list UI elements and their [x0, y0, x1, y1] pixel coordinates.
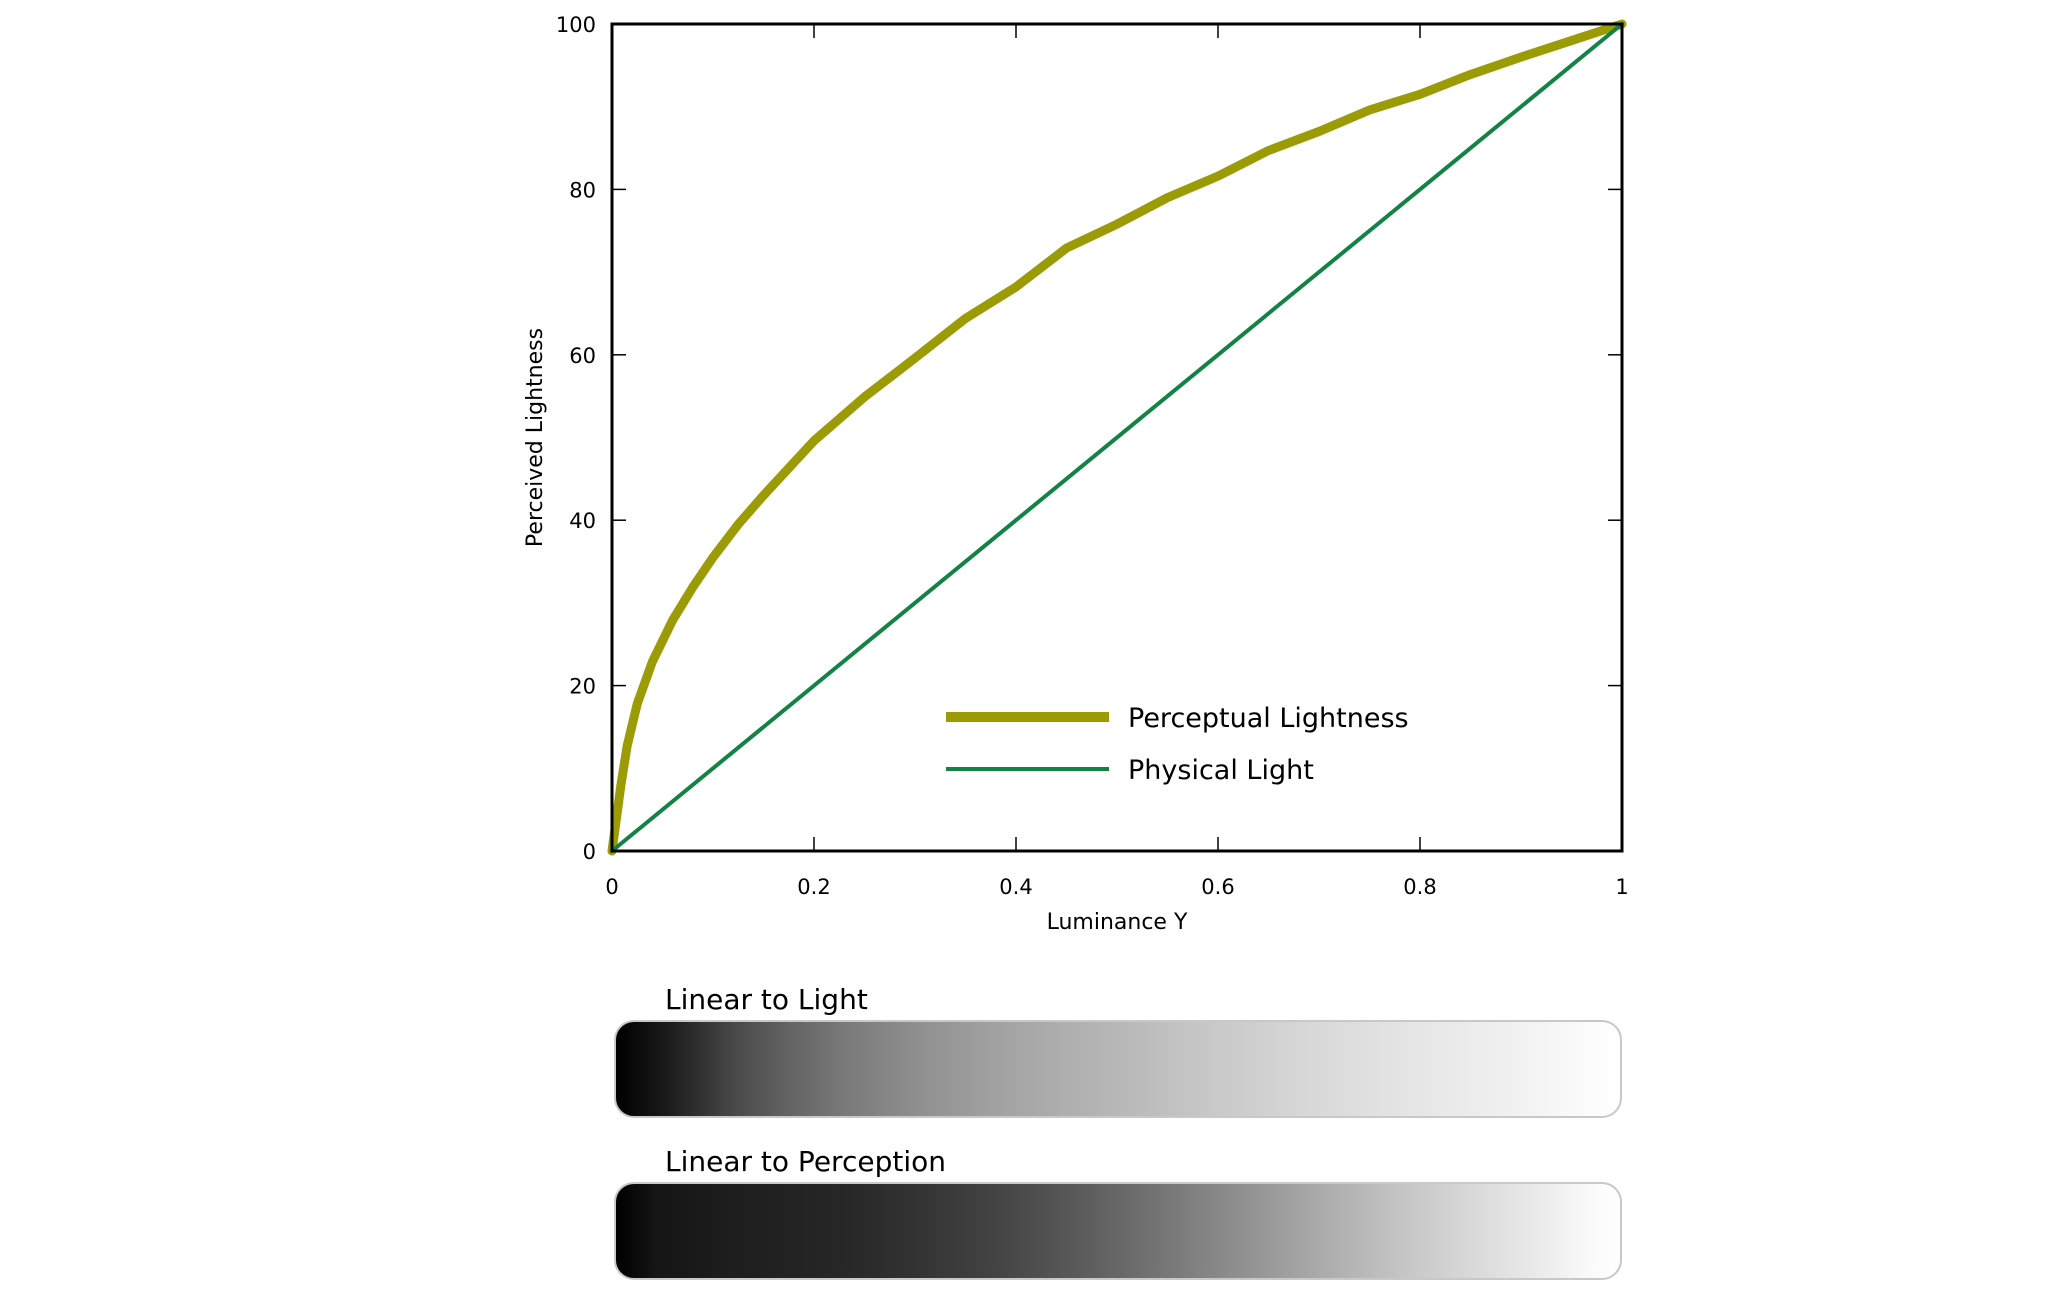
series-perceptual-lightness-line	[607, 19, 1627, 856]
y-tick-label: 20	[569, 675, 596, 699]
series-layer	[607, 19, 1627, 856]
legend: Perceptual Lightness Physical Light	[946, 703, 1409, 786]
y-tick-label: 60	[569, 344, 596, 368]
x-tick-label: 0.2	[797, 875, 830, 899]
linear-to-light-gradient-bar	[614, 1020, 1622, 1118]
y-tick-label: 40	[569, 509, 596, 533]
y-tick-label: 0	[583, 840, 596, 864]
linear-to-perception-gradient-bar	[614, 1182, 1622, 1280]
legend-label-perceptual: Perceptual Lightness	[1128, 703, 1409, 734]
plot-frame	[610, 22, 1624, 853]
x-tick-label: 0.4	[999, 875, 1032, 899]
legend-label-physical: Physical Light	[1128, 755, 1314, 786]
y-tick-label: 80	[569, 178, 596, 202]
y-axis-title: Perceived Lightness	[523, 328, 548, 547]
x-tick-label: 0	[605, 875, 618, 899]
linear-to-perception-title: Linear to Perception	[665, 1145, 946, 1178]
lightness-chart: 0 0.2 0.4 0.6 0.8 1 0 20 40 60 80 100 Luminance Y P…	[523, 13, 1629, 935]
y-tick-label: 100	[556, 13, 596, 37]
x-tick-label: 1	[1615, 875, 1628, 899]
x-tick-label: 0.6	[1201, 875, 1234, 899]
ticks-layer: 0 0.2 0.4 0.6 0.8 1 0 20 40 60 80 100	[556, 13, 1629, 899]
linear-to-light-title: Linear to Light	[665, 983, 868, 1016]
x-axis-title: Luminance Y	[1047, 910, 1188, 935]
x-tick-label: 0.8	[1403, 875, 1436, 899]
series-physical-light-line	[610, 22, 1624, 853]
